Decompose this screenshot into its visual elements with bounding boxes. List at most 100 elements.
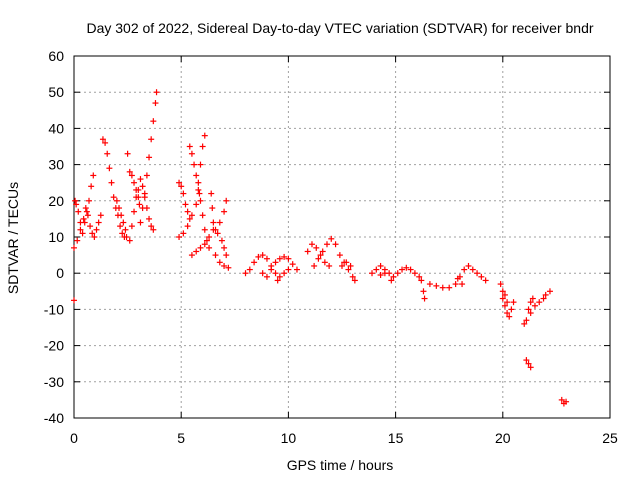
data-point: [506, 313, 513, 320]
data-point: [276, 255, 283, 262]
data-point: [188, 212, 195, 219]
data-point: [178, 183, 185, 190]
data-point: [74, 237, 81, 244]
data-point: [113, 197, 120, 204]
data-point: [255, 253, 262, 260]
data-point: [403, 264, 410, 271]
data-point: [433, 282, 440, 289]
data-point: [87, 223, 94, 230]
data-point: [225, 264, 232, 271]
data-point: [221, 208, 228, 215]
data-point: [131, 208, 138, 215]
data-point: [131, 179, 138, 186]
data-point: [95, 219, 102, 226]
data-point: [349, 273, 356, 280]
data-point: [351, 277, 358, 284]
chart-title: Day 302 of 2022, Sidereal Day-to-day VTE…: [86, 20, 593, 36]
data-point: [139, 205, 146, 212]
data-point: [89, 230, 96, 237]
data-point: [152, 100, 159, 107]
data-point: [504, 299, 511, 306]
data-point: [381, 270, 388, 277]
data-point: [135, 194, 142, 201]
data-point: [525, 306, 532, 313]
data-point: [540, 295, 547, 302]
data-point: [191, 161, 198, 168]
data-point: [210, 219, 217, 226]
data-point: [465, 262, 472, 269]
data-point: [176, 234, 183, 240]
data-point: [373, 266, 380, 273]
data-point: [345, 266, 352, 273]
data-point: [110, 194, 117, 201]
data-point: [201, 241, 208, 248]
data-point: [319, 248, 326, 255]
data-point: [84, 212, 91, 219]
data-point: [88, 183, 95, 190]
data-point: [116, 205, 123, 212]
data-point: [527, 310, 534, 317]
data-point: [272, 259, 279, 266]
data-point: [263, 273, 270, 280]
data-point: [102, 139, 109, 146]
data-point: [272, 270, 279, 277]
data-point: [313, 244, 320, 251]
data-point: [208, 190, 215, 197]
data-point: [523, 357, 530, 364]
data-point: [469, 266, 476, 273]
data-point: [126, 168, 133, 175]
x-tick-label: 15: [388, 430, 404, 446]
axis-ticks: 0 5 10 15 20 25 -40 -30 -20 -10 0 10 20 30 40 50 60: [44, 48, 618, 446]
data-point: [195, 179, 202, 186]
data-point: [523, 317, 530, 324]
data-point: [377, 262, 384, 269]
data-point: [336, 252, 343, 259]
data-point: [558, 396, 565, 403]
data-points: [71, 89, 570, 407]
data-point: [461, 266, 468, 273]
data-point: [139, 183, 146, 190]
data-point: [118, 212, 125, 219]
data-point: [411, 270, 418, 277]
data-point: [369, 270, 376, 277]
data-point: [542, 291, 549, 298]
data-point: [72, 197, 79, 204]
data-point: [197, 161, 204, 168]
data-point: [394, 270, 401, 277]
data-point: [75, 208, 82, 215]
data-point: [136, 201, 143, 208]
data-point: [501, 291, 508, 298]
data-point: [281, 270, 288, 277]
data-point: [293, 266, 300, 273]
data-point: [478, 273, 485, 280]
y-axis-label: SDTVAR / TECUs: [5, 182, 21, 294]
data-point: [128, 223, 135, 230]
data-point: [418, 277, 425, 284]
data-point: [186, 143, 193, 150]
data-point: [137, 176, 144, 183]
x-axis-label: GPS time / hours: [287, 457, 394, 473]
data-point: [128, 172, 135, 179]
data-point: [259, 252, 266, 259]
data-point: [251, 259, 258, 266]
y-tick-label: 40: [48, 120, 64, 136]
data-point: [221, 262, 228, 269]
data-point: [339, 262, 345, 269]
data-point: [201, 132, 208, 139]
y-tick-label: 30: [48, 157, 64, 173]
data-point: [474, 270, 481, 277]
data-point: [521, 320, 528, 327]
data-point: [274, 277, 281, 284]
data-point: [119, 230, 126, 237]
data-point: [184, 223, 191, 230]
data-point: [193, 201, 200, 208]
y-tick-label: 20: [48, 193, 64, 209]
data-point: [242, 270, 249, 277]
y-tick-label: 0: [56, 265, 64, 281]
data-point: [86, 197, 93, 204]
data-point: [195, 186, 202, 193]
data-point: [184, 208, 191, 215]
data-point: [123, 234, 130, 240]
data-point: [343, 259, 350, 266]
